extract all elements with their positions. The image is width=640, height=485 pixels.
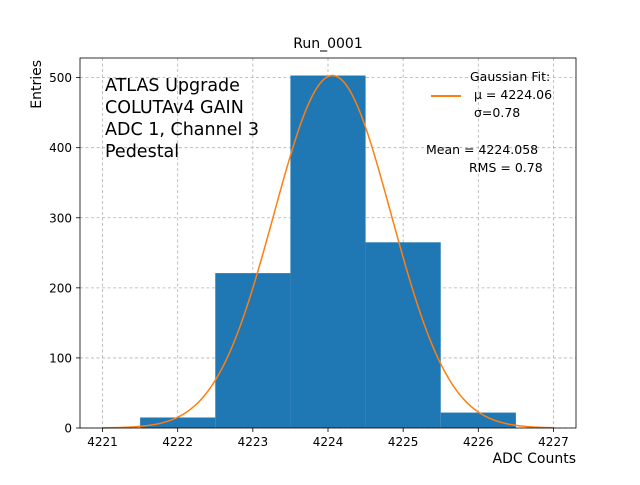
x-axis-ticks: 4221 4222 4223 4224 4225 4226 4227 bbox=[87, 428, 569, 449]
legend-sigma-text: σ=0.78 bbox=[474, 105, 520, 120]
histogram-bars bbox=[140, 75, 516, 429]
x-tick-label: 4223 bbox=[238, 435, 269, 449]
y-tick-label: 200 bbox=[49, 281, 72, 295]
y-tick-label: 500 bbox=[49, 71, 72, 85]
annotation-line-4: Pedestal bbox=[105, 142, 179, 162]
gaussian-fit-curve bbox=[102, 74, 554, 429]
annotation-line-3: ADC 1, Channel 3 bbox=[105, 120, 259, 140]
y-tick-label: 400 bbox=[49, 141, 72, 155]
x-tick-label: 4221 bbox=[87, 435, 118, 449]
histogram-bar bbox=[290, 75, 366, 429]
chart-title: Run_0001 bbox=[293, 36, 362, 52]
legend: Gaussian Fit: μ = 4224.06 σ=0.78 Mean = … bbox=[426, 69, 552, 175]
y-axis-ticks: 0 100 200 300 400 500 bbox=[49, 71, 80, 436]
legend-title: Gaussian Fit: bbox=[470, 69, 550, 84]
y-tick-label: 300 bbox=[49, 211, 72, 225]
x-tick-label: 4227 bbox=[538, 435, 569, 449]
x-tick-label: 4224 bbox=[313, 435, 344, 449]
rms-text: RMS = 0.78 bbox=[469, 160, 543, 175]
y-tick-label: 0 bbox=[64, 422, 72, 436]
mean-text: Mean = 4224.058 bbox=[426, 142, 538, 157]
y-tick-label: 100 bbox=[49, 351, 72, 365]
histogram-bar bbox=[215, 273, 291, 428]
x-tick-label: 4222 bbox=[162, 435, 193, 449]
histogram-bar bbox=[440, 412, 516, 428]
annotation-line-2: COLUTAv4 GAIN bbox=[105, 98, 244, 118]
legend-mu-text: μ = 4224.06 bbox=[474, 87, 552, 102]
annotation-line-1: ATLAS Upgrade bbox=[105, 76, 240, 96]
histogram-bar bbox=[140, 417, 216, 428]
y-axis-title: Entries bbox=[29, 60, 45, 109]
x-axis-title: ADC Counts bbox=[493, 451, 576, 467]
annotation-block: ATLAS Upgrade COLUTAv4 GAIN ADC 1, Chann… bbox=[105, 76, 259, 162]
x-tick-label: 4225 bbox=[388, 435, 419, 449]
x-tick-label: 4226 bbox=[463, 435, 494, 449]
histogram-bar bbox=[365, 242, 441, 428]
